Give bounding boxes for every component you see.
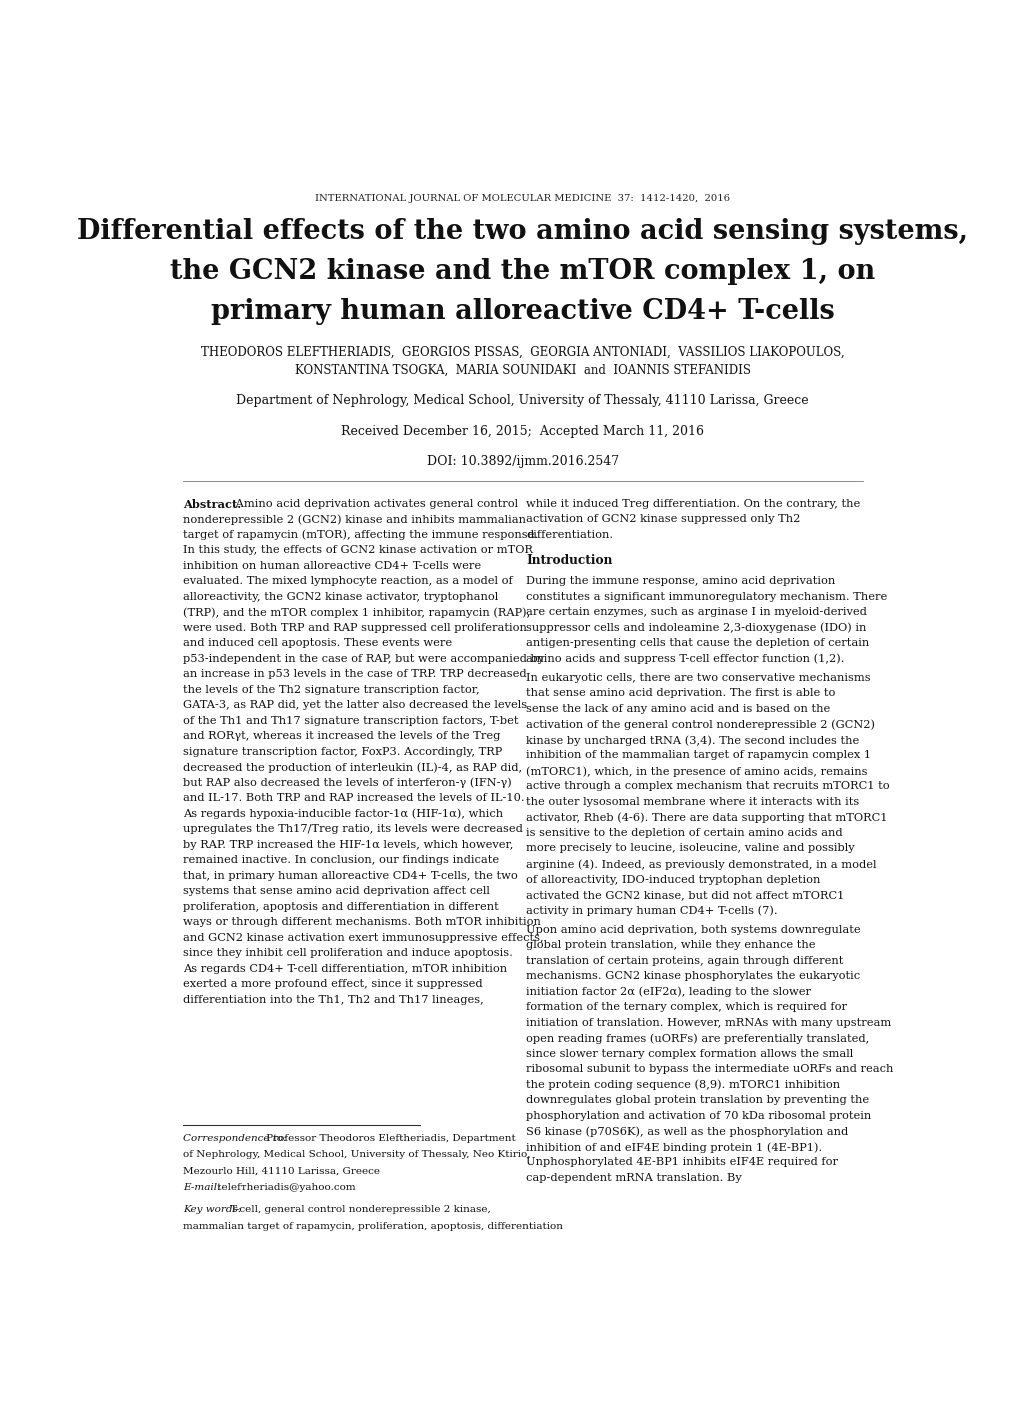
Text: Received December 16, 2015;  Accepted March 11, 2016: Received December 16, 2015; Accepted Mar… bbox=[341, 425, 703, 438]
Text: of the Th1 and Th17 signature transcription factors, T-bet: of the Th1 and Th17 signature transcript… bbox=[182, 715, 518, 725]
Text: of alloreactivity, IDO-induced tryptophan depletion: of alloreactivity, IDO-induced tryptopha… bbox=[526, 874, 819, 884]
Text: but RAP also decreased the levels of interferon-γ (IFN-γ): but RAP also decreased the levels of int… bbox=[182, 777, 512, 788]
Text: more precisely to leucine, isoleucine, valine and possibly: more precisely to leucine, isoleucine, v… bbox=[526, 843, 854, 853]
Text: DOI: 10.3892/ijmm.2016.2547: DOI: 10.3892/ijmm.2016.2547 bbox=[426, 455, 619, 469]
Text: the GCN2 kinase and the mTOR complex 1, on: the GCN2 kinase and the mTOR complex 1, … bbox=[170, 258, 874, 284]
Text: nonderepressible 2 (GCN2) kinase and inhibits mammalian: nonderepressible 2 (GCN2) kinase and inh… bbox=[182, 514, 526, 525]
Text: sense the lack of any amino acid and is based on the: sense the lack of any amino acid and is … bbox=[526, 704, 829, 714]
Text: differentiation.: differentiation. bbox=[526, 529, 612, 539]
Text: T-cell, general control nonderepressible 2 kinase,: T-cell, general control nonderepressible… bbox=[227, 1205, 490, 1215]
Text: and IL-17. Both TRP and RAP increased the levels of IL-10.: and IL-17. Both TRP and RAP increased th… bbox=[182, 793, 524, 803]
Text: open reading frames (uORFs) are preferentially translated,: open reading frames (uORFs) are preferen… bbox=[526, 1033, 868, 1043]
Text: activation of GCN2 kinase suppressed only Th2: activation of GCN2 kinase suppressed onl… bbox=[526, 514, 800, 524]
Text: mechanisms. GCN2 kinase phosphorylates the eukaryotic: mechanisms. GCN2 kinase phosphorylates t… bbox=[526, 972, 859, 981]
Text: suppressor cells and indoleamine 2,3-dioxygenase (IDO) in: suppressor cells and indoleamine 2,3-dio… bbox=[526, 622, 865, 634]
Text: active through a complex mechanism that recruits mTORC1 to: active through a complex mechanism that … bbox=[526, 781, 889, 791]
Text: activator, Rheb (4-6). There are data supporting that mTORC1: activator, Rheb (4-6). There are data su… bbox=[526, 812, 887, 824]
Text: by RAP. TRP increased the HIF-1α levels, which however,: by RAP. TRP increased the HIF-1α levels,… bbox=[182, 839, 513, 849]
Text: and RORγt, whereas it increased the levels of the Treg: and RORγt, whereas it increased the leve… bbox=[182, 731, 499, 741]
Text: E-mail:: E-mail: bbox=[182, 1183, 220, 1191]
Text: kinase by uncharged tRNA (3,4). The second includes the: kinase by uncharged tRNA (3,4). The seco… bbox=[526, 735, 858, 745]
Text: inhibition of the mammalian target of rapamycin complex 1: inhibition of the mammalian target of ra… bbox=[526, 750, 870, 760]
Text: translation of certain proteins, again through different: translation of certain proteins, again t… bbox=[526, 956, 843, 966]
Text: Key words:: Key words: bbox=[182, 1205, 240, 1215]
Text: p53-independent in the case of RAP, but were accompanied by: p53-independent in the case of RAP, but … bbox=[182, 653, 543, 663]
Text: THEODOROS ELEFTHERIADIS,  GEORGIOS PISSAS,  GEORGIA ANTONIADI,  VASSILIOS LIAKOP: THEODOROS ELEFTHERIADIS, GEORGIOS PISSAS… bbox=[201, 346, 844, 359]
Text: the protein coding sequence (8,9). mTORC1 inhibition: the protein coding sequence (8,9). mTORC… bbox=[526, 1080, 840, 1090]
Text: S6 kinase (p70S6K), as well as the phosphorylation and: S6 kinase (p70S6K), as well as the phosp… bbox=[526, 1126, 848, 1138]
Text: alloreactivity, the GCN2 kinase activator, tryptophanol: alloreactivity, the GCN2 kinase activato… bbox=[182, 591, 497, 601]
Text: mammalian target of rapamycin, proliferation, apoptosis, differentiation: mammalian target of rapamycin, prolifera… bbox=[182, 1222, 562, 1231]
Text: target of rapamycin (mTOR), affecting the immune response.: target of rapamycin (mTOR), affecting th… bbox=[182, 529, 537, 541]
Text: the outer lysosomal membrane where it interacts with its: the outer lysosomal membrane where it in… bbox=[526, 797, 858, 807]
Text: cap-dependent mRNA translation. By: cap-dependent mRNA translation. By bbox=[526, 1173, 741, 1183]
Text: As regards hypoxia-inducible factor-1α (HIF-1α), which: As regards hypoxia-inducible factor-1α (… bbox=[182, 808, 502, 819]
Text: ways or through different mechanisms. Both mTOR inhibition: ways or through different mechanisms. Bo… bbox=[182, 917, 540, 926]
Text: telefтheriadis@yahoo.com: telefтheriadis@yahoo.com bbox=[214, 1183, 356, 1191]
Text: and induced cell apoptosis. These events were: and induced cell apoptosis. These events… bbox=[182, 638, 451, 648]
Text: In eukaryotic cells, there are two conservative mechanisms: In eukaryotic cells, there are two conse… bbox=[526, 673, 869, 683]
Text: In this study, the effects of GCN2 kinase activation or mTOR: In this study, the effects of GCN2 kinas… bbox=[182, 545, 532, 555]
Text: remained inactive. In conclusion, our findings indicate: remained inactive. In conclusion, our fi… bbox=[182, 855, 498, 865]
Text: formation of the ternary complex, which is required for: formation of the ternary complex, which … bbox=[526, 1002, 846, 1012]
Text: activated the GCN2 kinase, but did not affect mTORC1: activated the GCN2 kinase, but did not a… bbox=[526, 890, 844, 900]
Text: amino acids and suppress T-cell effector function (1,2).: amino acids and suppress T-cell effector… bbox=[526, 653, 844, 665]
Text: Differential effects of the two amino acid sensing systems,: Differential effects of the two amino ac… bbox=[77, 218, 967, 245]
Text: constitutes a significant immunoregulatory mechanism. There: constitutes a significant immunoregulato… bbox=[526, 591, 887, 601]
Text: of Nephrology, Medical School, University of Thessaly, Neo Ktirio,: of Nephrology, Medical School, Universit… bbox=[182, 1150, 530, 1159]
Text: ribosomal subunit to bypass the intermediate uORFs and reach: ribosomal subunit to bypass the intermed… bbox=[526, 1064, 893, 1074]
Text: Professor Theodoros Eleftheriadis, Department: Professor Theodoros Eleftheriadis, Depar… bbox=[263, 1133, 516, 1143]
Text: Introduction: Introduction bbox=[526, 555, 611, 567]
Text: inhibition on human alloreactive CD4+ T-cells were: inhibition on human alloreactive CD4+ T-… bbox=[182, 560, 481, 570]
Text: evaluated. The mixed lymphocyte reaction, as a model of: evaluated. The mixed lymphocyte reaction… bbox=[182, 576, 513, 586]
Text: As regards CD4+ T-cell differentiation, mTOR inhibition: As regards CD4+ T-cell differentiation, … bbox=[182, 963, 506, 974]
Text: downregulates global protein translation by preventing the: downregulates global protein translation… bbox=[526, 1095, 868, 1105]
Text: Mezourlo Hill, 41110 Larissa, Greece: Mezourlo Hill, 41110 Larissa, Greece bbox=[182, 1166, 379, 1176]
Text: antigen-presenting cells that cause the depletion of certain: antigen-presenting cells that cause the … bbox=[526, 638, 868, 648]
Text: INTERNATIONAL JOURNAL OF MOLECULAR MEDICINE  37:  1412-1420,  2016: INTERNATIONAL JOURNAL OF MOLECULAR MEDIC… bbox=[315, 194, 730, 203]
Text: since they inhibit cell proliferation and induce apoptosis.: since they inhibit cell proliferation an… bbox=[182, 948, 513, 959]
Text: Upon amino acid deprivation, both systems downregulate: Upon amino acid deprivation, both system… bbox=[526, 925, 860, 935]
Text: initiation of translation. However, mRNAs with many upstream: initiation of translation. However, mRNA… bbox=[526, 1018, 891, 1028]
Text: upregulates the Th17/Treg ratio, its levels were decreased: upregulates the Th17/Treg ratio, its lev… bbox=[182, 824, 522, 834]
Text: arginine (4). Indeed, as previously demonstrated, in a model: arginine (4). Indeed, as previously demo… bbox=[526, 859, 875, 870]
Text: differentiation into the Th1, Th2 and Th17 lineages,: differentiation into the Th1, Th2 and Th… bbox=[182, 994, 483, 1005]
Text: Unphosphorylated 4E-BP1 inhibits eIF4E required for: Unphosphorylated 4E-BP1 inhibits eIF4E r… bbox=[526, 1157, 837, 1167]
Text: (mTORC1), which, in the presence of amino acids, remains: (mTORC1), which, in the presence of amin… bbox=[526, 766, 866, 777]
Text: global protein translation, while they enhance the: global protein translation, while they e… bbox=[526, 941, 814, 950]
Text: activity in primary human CD4+ T-cells (7).: activity in primary human CD4+ T-cells (… bbox=[526, 905, 776, 917]
Text: the levels of the Th2 signature transcription factor,: the levels of the Th2 signature transcri… bbox=[182, 684, 479, 694]
Text: exerted a more profound effect, since it suppressed: exerted a more profound effect, since it… bbox=[182, 979, 482, 990]
Text: GATA-3, as RAP did, yet the latter also decreased the levels: GATA-3, as RAP did, yet the latter also … bbox=[182, 700, 527, 710]
Text: initiation factor 2α (eIF2α), leading to the slower: initiation factor 2α (eIF2α), leading to… bbox=[526, 987, 810, 997]
Text: an increase in p53 levels in the case of TRP. TRP decreased: an increase in p53 levels in the case of… bbox=[182, 669, 526, 679]
Text: (TRP), and the mTOR complex 1 inhibitor, rapamycin (RAP),: (TRP), and the mTOR complex 1 inhibitor,… bbox=[182, 607, 530, 618]
Text: decreased the production of interleukin (IL)-4, as RAP did,: decreased the production of interleukin … bbox=[182, 762, 522, 773]
Text: are certain enzymes, such as arginase I in myeloid-derived: are certain enzymes, such as arginase I … bbox=[526, 607, 866, 617]
Text: Amino acid deprivation activates general control: Amino acid deprivation activates general… bbox=[232, 498, 518, 508]
Text: is sensitive to the depletion of certain amino acids and: is sensitive to the depletion of certain… bbox=[526, 828, 842, 838]
Text: since slower ternary complex formation allows the small: since slower ternary complex formation a… bbox=[526, 1049, 852, 1059]
Text: Abstract.: Abstract. bbox=[182, 498, 240, 510]
Text: KONSTANTINA TSOGKA,  MARIA SOUNIDAKI  and  IOANNIS STEFANIDIS: KONSTANTINA TSOGKA, MARIA SOUNIDAKI and … bbox=[294, 365, 750, 377]
Text: were used. Both TRP and RAP suppressed cell proliferation: were used. Both TRP and RAP suppressed c… bbox=[182, 622, 526, 632]
Text: systems that sense amino acid deprivation affect cell: systems that sense amino acid deprivatio… bbox=[182, 886, 489, 895]
Text: activation of the general control nonderepressible 2 (GCN2): activation of the general control nonder… bbox=[526, 719, 874, 729]
Text: that, in primary human alloreactive CD4+ T-cells, the two: that, in primary human alloreactive CD4+… bbox=[182, 870, 517, 880]
Text: inhibition of and eIF4E binding protein 1 (4E-BP1).: inhibition of and eIF4E binding protein … bbox=[526, 1142, 821, 1153]
Text: while it induced Treg differentiation. On the contrary, the: while it induced Treg differentiation. O… bbox=[526, 498, 859, 508]
Text: phosphorylation and activation of 70 kDa ribosomal protein: phosphorylation and activation of 70 kDa… bbox=[526, 1111, 870, 1121]
Text: During the immune response, amino acid deprivation: During the immune response, amino acid d… bbox=[526, 576, 835, 586]
Text: proliferation, apoptosis and differentiation in different: proliferation, apoptosis and differentia… bbox=[182, 901, 498, 911]
Text: primary human alloreactive CD4+ T-cells: primary human alloreactive CD4+ T-cells bbox=[211, 298, 834, 325]
Text: Correspondence to:: Correspondence to: bbox=[182, 1133, 286, 1143]
Text: and GCN2 kinase activation exert immunosuppressive effects,: and GCN2 kinase activation exert immunos… bbox=[182, 932, 543, 942]
Text: Department of Nephrology, Medical School, University of Thessaly, 41110 Larissa,: Department of Nephrology, Medical School… bbox=[236, 394, 808, 407]
Text: signature transcription factor, FoxP3. Accordingly, TRP: signature transcription factor, FoxP3. A… bbox=[182, 746, 501, 756]
Text: that sense amino acid deprivation. The first is able to: that sense amino acid deprivation. The f… bbox=[526, 689, 835, 698]
